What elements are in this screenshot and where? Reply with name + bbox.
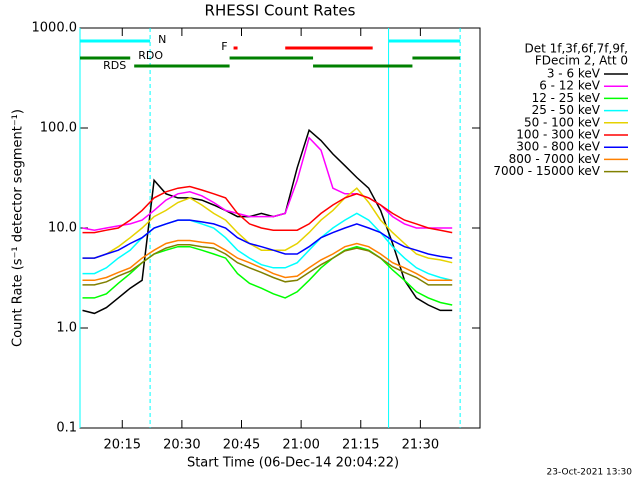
series-line	[82, 136, 453, 231]
legend-label: 50 - 100 keV	[524, 115, 601, 129]
legend-label: 300 - 800 keV	[516, 140, 600, 154]
series-line	[82, 187, 453, 264]
legend-label: 25 - 50 keV	[532, 103, 601, 117]
y-axis-label: Count Rate (s⁻¹ detector segment⁻¹)	[11, 109, 26, 347]
x-tick-label: 20:15	[104, 438, 141, 453]
legend-title: Det 1f,3f,6f,7f,9f,	[524, 42, 628, 56]
timestamp: 23-Oct-2021 13:30	[547, 468, 633, 478]
legend-label: 12 - 25 keV	[532, 91, 601, 105]
legend-label: 6 - 12 keV	[539, 79, 601, 93]
series-line	[82, 185, 453, 234]
series-line	[82, 128, 453, 315]
y-tick-label: 1000.0	[32, 21, 78, 36]
series-line	[82, 243, 453, 286]
legend-title: FDecim 2, Att 0	[535, 54, 628, 68]
y-tick-label: 10.0	[48, 221, 77, 236]
flag-label: RDO	[138, 49, 163, 62]
series-line	[82, 219, 453, 259]
flag-label: RDS	[103, 59, 126, 72]
y-tick-label: 1.0	[56, 321, 77, 336]
legend-label: 7000 - 15000 keV	[493, 164, 600, 178]
series-line	[82, 239, 453, 282]
x-tick-label: 21:30	[402, 438, 439, 453]
x-tick-label: 20:45	[223, 438, 260, 453]
legend-label: 800 - 7000 keV	[509, 152, 601, 166]
flag-label: N	[158, 33, 166, 46]
x-tick-label: 21:00	[282, 438, 319, 453]
x-tick-label: 21:15	[342, 438, 379, 453]
y-tick-label: 100.0	[40, 121, 77, 136]
y-tick-label: 0.1	[56, 421, 77, 436]
flag-label: F	[221, 40, 227, 53]
x-axis-label: Start Time (06-Dec-14 20:04:22)	[187, 456, 399, 471]
legend-label: 3 - 6 keV	[547, 67, 601, 81]
x-tick-label: 20:30	[163, 438, 200, 453]
legend-label: 100 - 300 keV	[516, 128, 600, 142]
chart-title: RHESSI Count Rates	[205, 2, 356, 20]
